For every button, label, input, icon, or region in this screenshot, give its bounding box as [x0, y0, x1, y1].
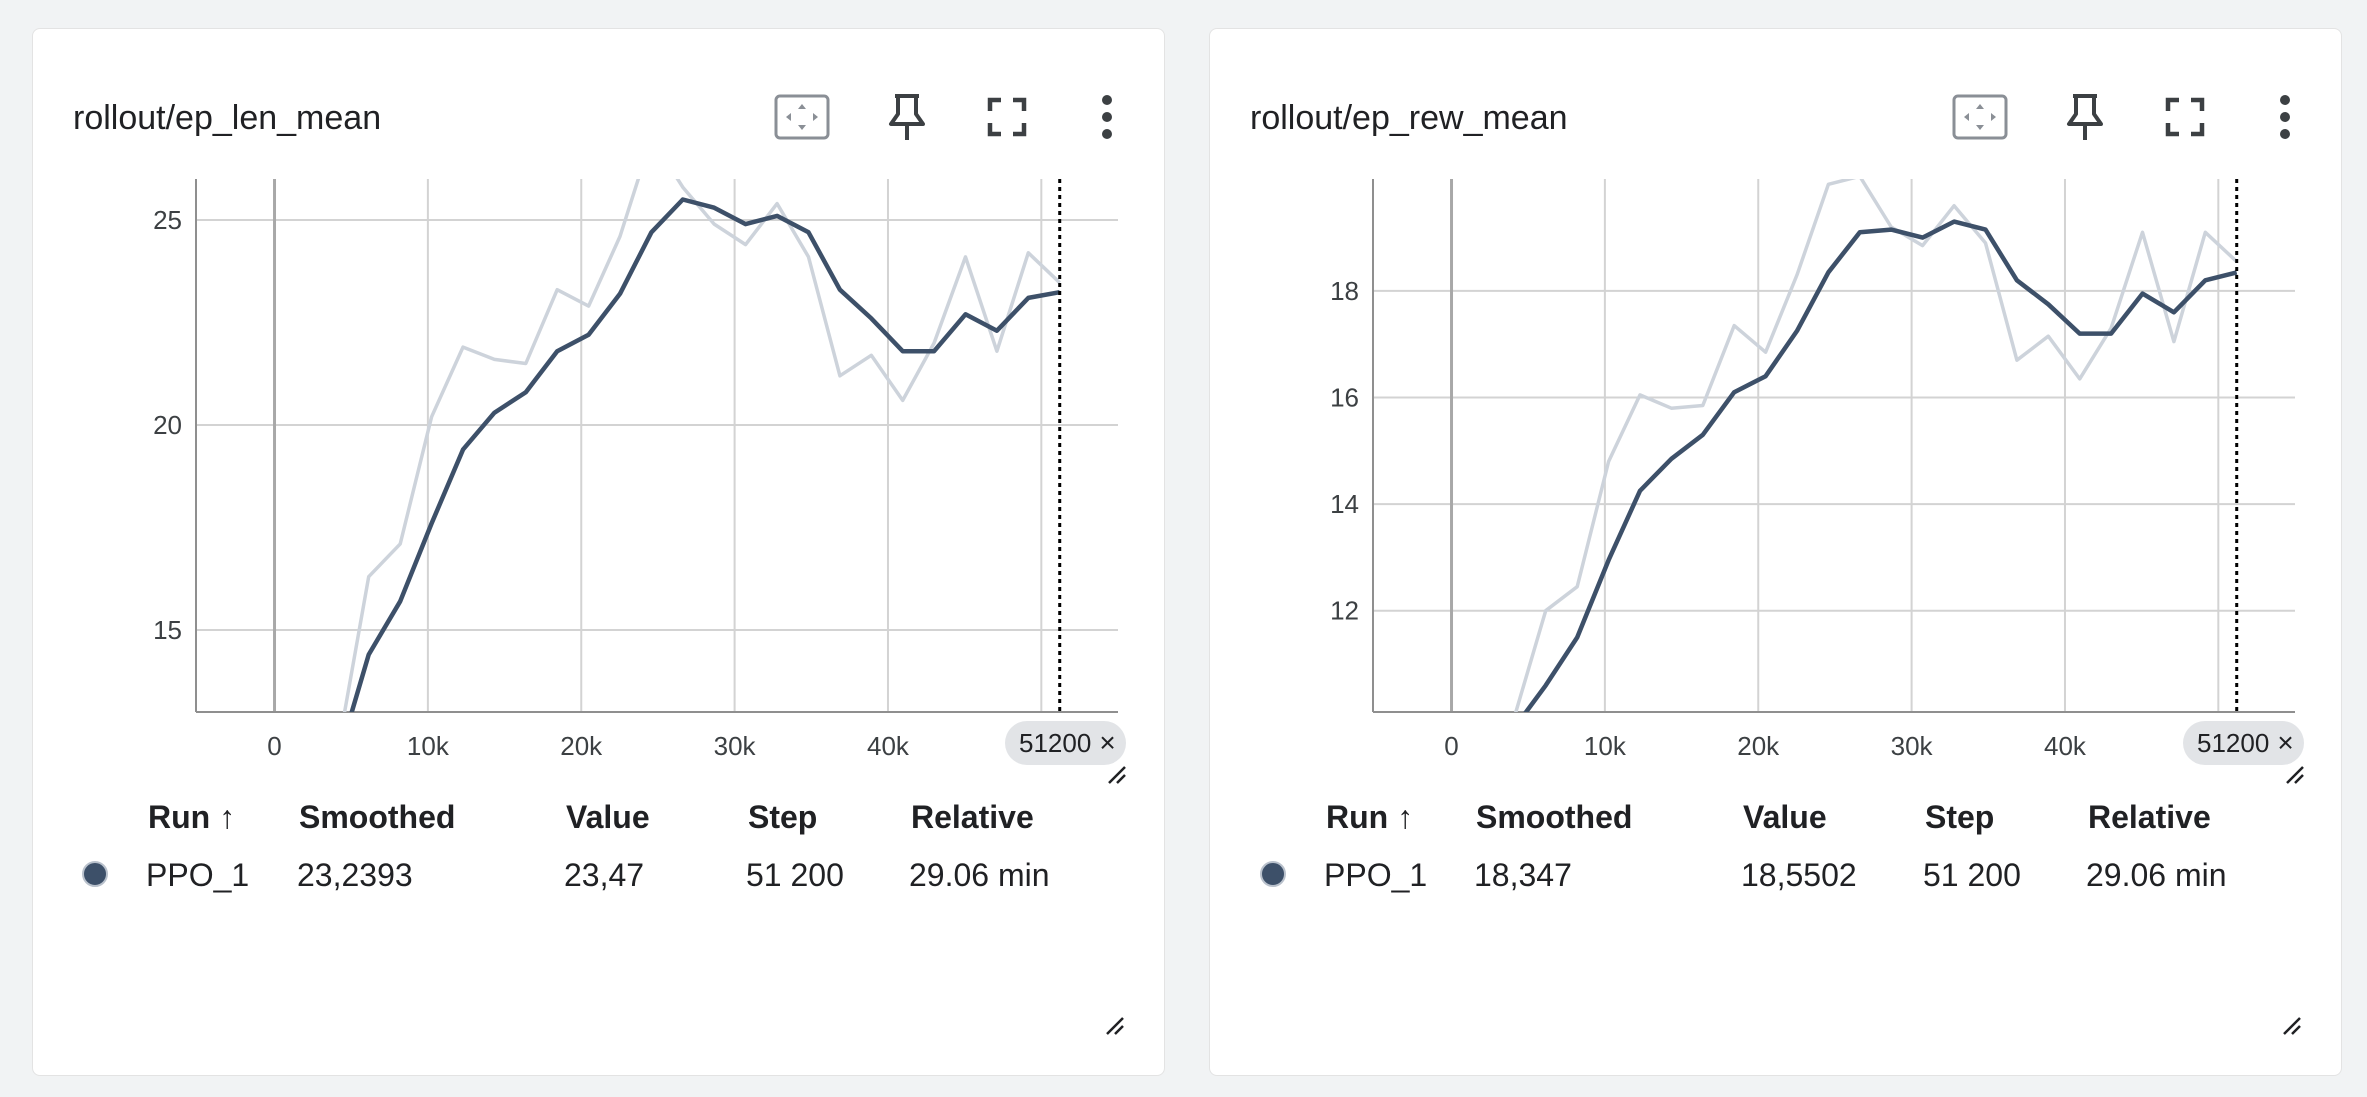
raw-series-line	[342, 179, 1061, 712]
chart-card-ep-len-mean: rollout/ep_len_mean 15 20 25 0 10k 20k 30k 40k …	[32, 28, 1165, 1076]
x-tick-label: 10k	[407, 731, 450, 761]
card-title: rollout/ep_rew_mean	[1250, 99, 1568, 137]
sort-arrow-icon: ↑	[219, 799, 236, 835]
card-title: rollout/ep_len_mean	[73, 99, 382, 137]
close-icon[interactable]: ×	[2277, 727, 2294, 758]
x-tick-label: 20k	[560, 731, 603, 761]
more-options-button[interactable]	[2257, 89, 2313, 145]
more-options-button[interactable]	[1079, 89, 1135, 145]
fullscreen-icon	[987, 97, 1027, 137]
fit-domain-icon	[1952, 94, 2008, 140]
x-tick-label: 10k	[1584, 731, 1627, 761]
cell-relative: 29.06 min	[909, 857, 1050, 893]
column-header-smoothed[interactable]: Smoothed	[299, 799, 456, 835]
series-group	[342, 179, 1061, 712]
x-tick-label: 0	[267, 731, 281, 761]
column-header-run[interactable]: Run ↑	[148, 799, 235, 836]
close-icon[interactable]: ×	[1099, 727, 1116, 758]
cell-step: 51 200	[1923, 857, 2021, 893]
x-tick-label: 20k	[1737, 731, 1780, 761]
series-group	[1514, 179, 2238, 712]
x-tick-label: 40k	[2044, 731, 2087, 761]
x-tick-label: 30k	[714, 731, 757, 761]
column-header-relative[interactable]: Relative	[911, 799, 1034, 835]
run-color-dot	[1260, 861, 1286, 887]
step-chip[interactable]: 51200 ×	[1005, 721, 1126, 765]
fit-domain-icon	[774, 94, 830, 140]
cell-smoothed: 23,2393	[297, 857, 413, 893]
y-tick-label: 14	[1330, 489, 1359, 519]
cell-relative: 29.06 min	[2086, 857, 2227, 893]
smoothed-series-line	[349, 197, 1061, 712]
cell-run: PPO_1	[1324, 857, 1428, 893]
x-tick-label: 30k	[1891, 731, 1934, 761]
y-tick-label: 20	[153, 410, 182, 440]
fullscreen-button[interactable]	[2157, 89, 2213, 145]
step-chip[interactable]: 51200 ×	[2183, 721, 2304, 765]
column-header-relative[interactable]: Relative	[2088, 799, 2211, 835]
more-vert-icon	[2280, 95, 2290, 139]
pin-icon	[889, 94, 925, 140]
cell-value: 18,5502	[1741, 857, 1857, 893]
column-header-value[interactable]: Value	[1743, 799, 1827, 835]
column-header-run[interactable]: Run ↑	[1326, 799, 1413, 836]
step-chip-label: 51200	[2197, 727, 2270, 758]
resize-handle-icon[interactable]	[1103, 1014, 1127, 1038]
column-header-smoothed[interactable]: Smoothed	[1476, 799, 1633, 835]
step-chip-label: 51200	[1019, 727, 1092, 758]
more-vert-icon	[1102, 95, 1112, 139]
fullscreen-icon	[2165, 97, 2205, 137]
x-tick-label: 0	[1444, 731, 1458, 761]
x-tick-label: 40k	[867, 731, 910, 761]
resize-handle-icon[interactable]	[2280, 1014, 2304, 1038]
y-tick-label: 25	[153, 205, 182, 235]
column-header-step[interactable]: Step	[1925, 799, 1995, 835]
fullscreen-button[interactable]	[979, 89, 1035, 145]
column-header-step[interactable]: Step	[748, 799, 818, 835]
fit-domain-button[interactable]	[774, 89, 830, 145]
resize-handle-icon[interactable]	[1105, 763, 1129, 787]
y-tick-label: 18	[1330, 276, 1359, 306]
pin-button[interactable]	[879, 89, 935, 145]
y-tick-label: 15	[153, 615, 182, 645]
chart-card-ep-rew-mean: rollout/ep_rew_mean 12 14 16 18 0 10k 20k 30k 40…	[1209, 28, 2342, 1076]
column-label: Run	[1326, 799, 1389, 835]
cell-run: PPO_1	[146, 857, 250, 893]
raw-series-line	[1514, 179, 2238, 712]
line-chart[interactable]: 12 14 16 18 0 10k 20k 30k 40k	[1210, 29, 2343, 809]
line-chart[interactable]: 15 20 25 0 10k 20k 30k 40k	[33, 29, 1166, 809]
column-header-value[interactable]: Value	[566, 799, 650, 835]
sort-arrow-icon: ↑	[1397, 799, 1414, 835]
resize-handle-icon[interactable]	[2283, 763, 2307, 787]
cell-smoothed: 18,347	[1474, 857, 1572, 893]
run-color-dot	[82, 861, 108, 887]
y-tick-label: 12	[1330, 596, 1359, 626]
column-label: Run	[148, 799, 211, 835]
cell-value: 23,47	[564, 857, 645, 893]
smoothed-series-line	[1523, 219, 2238, 712]
pin-button[interactable]	[2057, 89, 2113, 145]
y-tick-label: 16	[1330, 383, 1359, 413]
cell-step: 51 200	[746, 857, 844, 893]
fit-domain-button[interactable]	[1952, 89, 2008, 145]
pin-icon	[2067, 94, 2103, 140]
